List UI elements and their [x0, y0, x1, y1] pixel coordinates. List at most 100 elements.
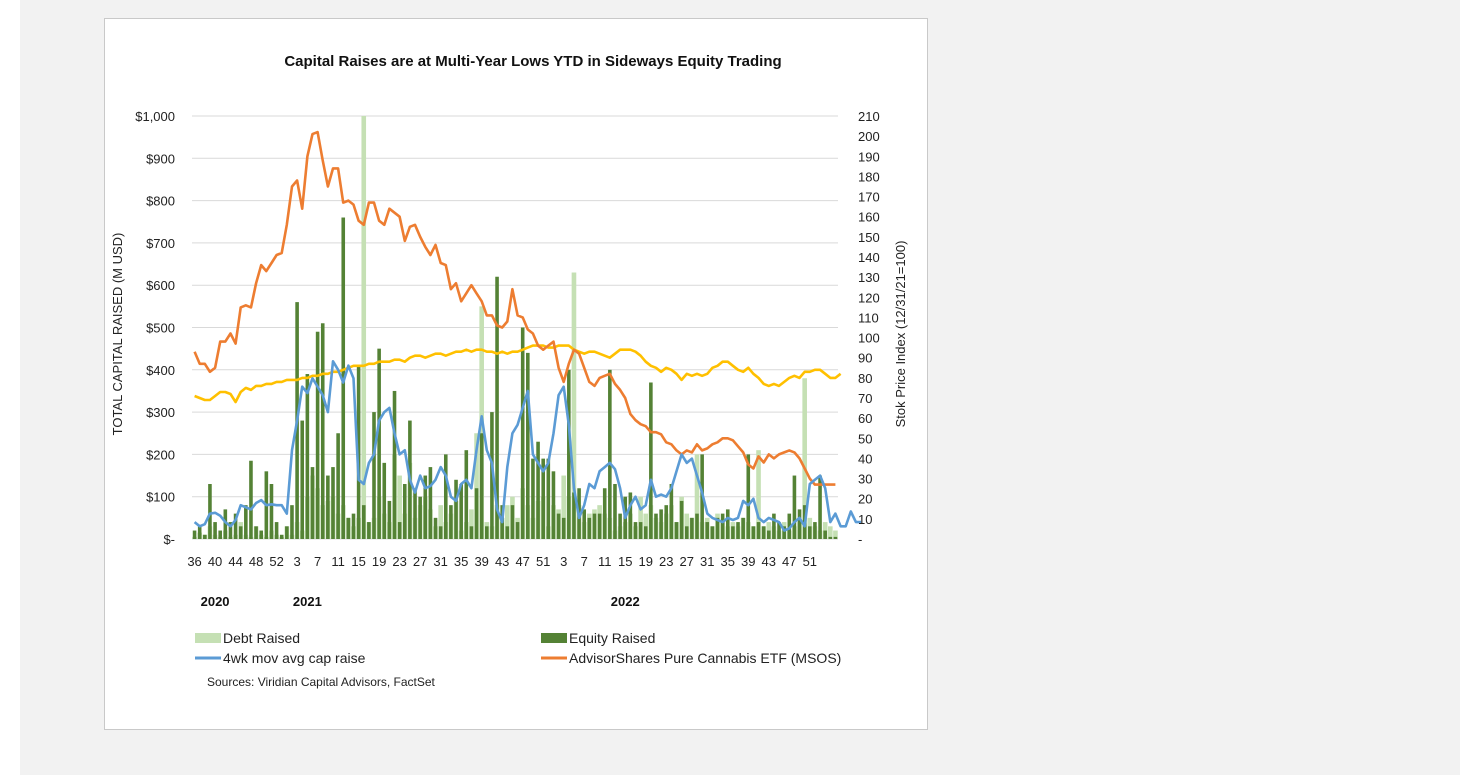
equity-bar [536, 441, 540, 539]
x-tick-label: 31 [700, 554, 714, 569]
debt-bar [833, 530, 838, 539]
x-tick-label: 48 [249, 554, 263, 569]
legend-label-equity: Equity Raised [569, 630, 655, 646]
year-label: 2022 [611, 594, 640, 609]
equity-bar [766, 530, 771, 539]
y2-axis-ticks: - 10 20 30 40 50 60 70 80 90 100 110 120 130 140 150 160… [858, 109, 880, 547]
equity-bar [567, 369, 571, 539]
equity-bar [638, 522, 643, 539]
x-tick-label: 51 [803, 554, 817, 569]
equity-bar [772, 513, 776, 539]
legend-label-msos: AdvisorShares Pure Cannabis ETF (MSOS) [569, 650, 841, 666]
equity-bar [469, 526, 474, 539]
x-tick-label: 39 [474, 554, 488, 569]
y2-tick-label: 10 [858, 512, 872, 527]
equity-bar [695, 513, 699, 539]
year-label: 2020 [201, 594, 230, 609]
y2-tick-label: 40 [858, 451, 872, 466]
y-tick-label: $100 [146, 490, 175, 505]
equity-bar [438, 526, 443, 539]
equity-bar [336, 433, 340, 539]
x-tick-label: 23 [392, 554, 406, 569]
chart-card: Capital Raises are at Multi-Year Lows YT… [104, 18, 928, 730]
x-tick-label: 11 [331, 554, 345, 569]
debt-bar [828, 526, 833, 539]
equity-bar [443, 454, 448, 539]
y2-tick-label: 20 [858, 492, 872, 507]
debt-bar [469, 509, 474, 539]
equity-bar [449, 505, 453, 539]
equity-bar [828, 536, 833, 539]
y-tick-label: $400 [146, 363, 175, 378]
y2-tick-label: 210 [858, 109, 880, 124]
debt-bar [361, 116, 367, 539]
equity-bar [823, 530, 827, 539]
equity-bar [474, 488, 479, 539]
equity-bar [572, 492, 576, 539]
equity-bar [751, 526, 756, 539]
y2-tick-label: 110 [858, 310, 879, 325]
equity-bar [479, 433, 484, 539]
x-tick-label: 27 [680, 554, 694, 569]
equity-bar [485, 526, 489, 539]
y2-tick-label: 30 [858, 472, 872, 487]
equity-bar [274, 522, 279, 539]
equity-bar [551, 471, 556, 539]
equity-bar [690, 517, 694, 539]
equity-bar [592, 513, 597, 539]
y2-tick-label: 160 [858, 210, 880, 225]
equity-bar [203, 534, 207, 539]
equity-bar [674, 522, 679, 539]
equity-bar [331, 467, 335, 539]
x-tick-label: 44 [228, 554, 242, 569]
x-tick-label: 40 [208, 554, 222, 569]
y2-tick-label: 50 [858, 431, 872, 446]
equity-bar [736, 522, 740, 539]
y-tick-label: $600 [146, 278, 175, 293]
debt-bar [756, 450, 761, 539]
legend-label-moving-avg: 4wk mov avg cap raise [223, 650, 366, 666]
x-tick-label: 23 [659, 554, 673, 569]
x-tick-label: 19 [639, 554, 653, 569]
equity-bar [633, 522, 638, 539]
year-labels: 2020 2021 2022 [201, 594, 640, 609]
equity-bar [259, 530, 264, 539]
equity-bar [254, 526, 258, 539]
equity-bar [725, 509, 730, 539]
y2-tick-label: 120 [858, 290, 880, 305]
equity-bar [669, 484, 674, 539]
moving-avg-line [193, 359, 862, 532]
equity-bar [197, 526, 202, 539]
lines [193, 130, 862, 532]
y-axis-ticks: $- $100 $200 $300 $400 $500 $600 $700 $800 $900 $1… [135, 109, 175, 547]
equity-bar [515, 522, 520, 539]
debt-bar [822, 522, 828, 539]
equity-bar [526, 352, 530, 539]
equity-bar [659, 509, 663, 539]
equity-bar [320, 323, 325, 539]
equity-bar [720, 513, 725, 539]
equity-bar [346, 517, 351, 539]
equity-bar [459, 484, 463, 539]
equity-bar [428, 467, 433, 539]
x-tick-label: 47 [515, 554, 529, 569]
equity-bar [792, 475, 797, 539]
equity-bar [813, 522, 817, 539]
equity-bar [464, 450, 469, 539]
equity-bar [643, 526, 648, 539]
equity-bar [587, 517, 592, 539]
equity-bar [649, 382, 653, 539]
x-tick-label: 19 [372, 554, 386, 569]
equity-bar [244, 505, 248, 539]
y2-tick-label: 200 [858, 129, 880, 144]
x-tick-label: 3 [293, 554, 300, 569]
chart-svg: Capital Raises are at Multi-Year Lows YT… [110, 53, 908, 689]
equity-bar [561, 517, 566, 539]
legend-swatch-debt [195, 633, 221, 643]
equity-bar [382, 462, 387, 539]
debt-bar [694, 454, 700, 539]
equity-bar [356, 365, 361, 539]
y2-tick-label: 190 [858, 149, 880, 164]
debt-bar [474, 433, 479, 539]
equity-bar [618, 513, 622, 539]
